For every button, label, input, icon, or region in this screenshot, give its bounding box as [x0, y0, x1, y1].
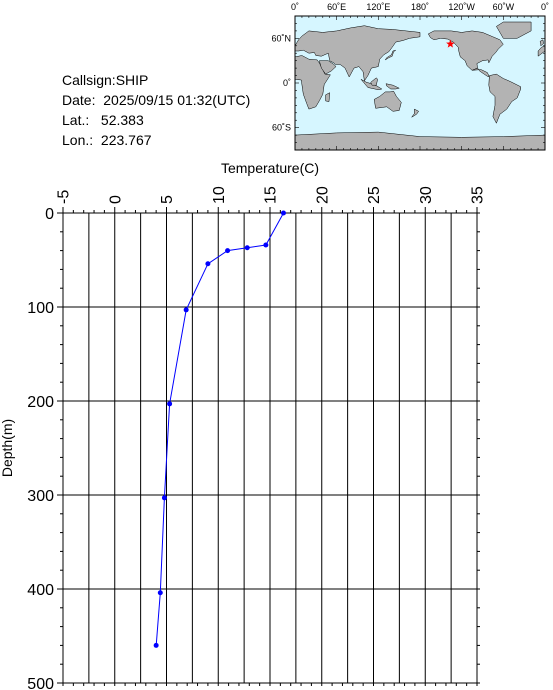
y-tick-label: 300 — [27, 488, 54, 505]
x-tick-label: -5 — [56, 190, 73, 204]
ship-position-star-icon — [446, 39, 455, 48]
map-lon-label: 120˚W — [448, 2, 475, 12]
info-panel: Callsign:SHIP Date: 2025/09/15 01:32(UTC… — [62, 70, 250, 150]
land-south-america — [488, 73, 521, 124]
date-text: Date: 2025/09/15 01:32(UTC) — [62, 92, 251, 108]
latitude-value: 52.383 — [100, 112, 144, 128]
x-axis-title: Temperature(C) — [221, 160, 319, 176]
land-africa — [294, 55, 331, 110]
land-borneo — [370, 77, 378, 86]
y-tick-label: 500 — [27, 676, 54, 690]
land-new-guinea — [385, 83, 400, 90]
land-japan — [385, 49, 396, 61]
map-lat-label: 60˚S — [272, 123, 291, 133]
data-point — [263, 242, 269, 248]
data-point — [244, 245, 250, 251]
data-point — [205, 261, 211, 267]
map-lon-label: 180˚ — [411, 2, 429, 12]
data-point — [167, 401, 173, 407]
data-point — [153, 642, 159, 648]
land-madagascar — [325, 92, 330, 102]
y-axis-title: Depth(m) — [0, 419, 15, 477]
map-lon-label: 120˚E — [366, 2, 390, 12]
land-greenland — [496, 21, 532, 39]
longitude-row: Lon.: 223.767 — [62, 130, 250, 150]
map-lon-label: 0˚ — [541, 2, 549, 12]
data-point — [183, 307, 189, 313]
y-tick-label: 400 — [27, 582, 54, 599]
chart-group: -5 0 5 10 15 20 25 30 350100200300400500Temperat… — [0, 160, 487, 690]
y-tick-label: 0 — [45, 206, 54, 223]
land-central-america — [472, 67, 490, 78]
map-lon-label: 60˚W — [493, 2, 515, 12]
land-eurasia — [294, 25, 421, 82]
land-new-zealand — [411, 108, 419, 118]
x-tick-label: 30 — [418, 186, 435, 204]
x-tick-label: 20 — [314, 186, 331, 204]
land-europe-west — [537, 45, 546, 57]
data-point — [157, 590, 163, 596]
land-north-america — [427, 30, 504, 71]
x-tick-label: 5 — [159, 195, 176, 204]
data-point — [225, 248, 231, 254]
longitude-value: 223.767 — [100, 132, 152, 148]
land-britain — [539, 39, 544, 47]
data-point — [161, 495, 167, 501]
map-lon-label: 0˚ — [291, 2, 299, 12]
land-arabia — [318, 60, 337, 75]
x-tick-label: 0 — [107, 195, 124, 204]
land-indonesia — [360, 79, 383, 90]
latitude-row: Lat.: 52.383 — [62, 110, 250, 130]
data-point — [280, 210, 286, 216]
map-lat-label: 0˚ — [283, 78, 291, 88]
latitude-label: Lat.: — [62, 112, 90, 128]
x-tick-label: 25 — [366, 186, 383, 204]
x-tick-label: 15 — [263, 186, 280, 204]
longitude-label: Lon.: — [62, 132, 94, 148]
map-group: 0˚ 60˚E 120˚E 180˚ 120˚W 60˚W 0˚ 60˚N 0˚ 60˚S — [271, 2, 549, 151]
map-lon-label: 60˚E — [327, 2, 346, 12]
temperature-profile-line — [155, 212, 284, 646]
callsign-text: Callsign:SHIP — [62, 72, 149, 88]
map-lat-label: 60˚N — [271, 33, 291, 43]
x-tick-label: 10 — [211, 186, 228, 204]
y-tick-label: 100 — [27, 300, 54, 317]
y-tick-label: 200 — [27, 394, 54, 411]
x-tick-label: 35 — [470, 186, 487, 204]
land-australia — [373, 90, 402, 112]
